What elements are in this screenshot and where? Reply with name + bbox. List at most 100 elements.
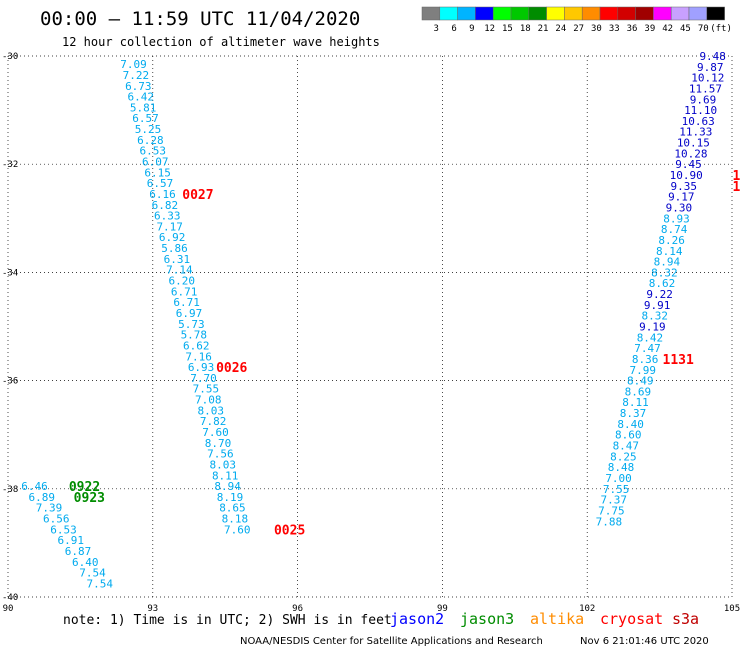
wave-height-value: 6.33 [154, 210, 181, 223]
wave-height-value: 11.10 [684, 104, 717, 117]
colorbar-label: 9 [469, 24, 474, 34]
wave-height-value: 5.78 [181, 329, 208, 342]
colorbar-swatch [688, 6, 708, 21]
wave-height-value: 7.54 [79, 567, 106, 580]
colorbar-label: 24 [555, 24, 566, 34]
footer-note: note: 1) Time is in UTC; 2) SWH is in fe… [63, 613, 392, 628]
colorbar-swatch [599, 6, 619, 21]
wave-height-value: 8.47 [613, 440, 640, 453]
wave-height-value: 7.55 [193, 383, 220, 396]
y-tick-label: -36 [2, 377, 18, 387]
colorbar-label: 42 [662, 24, 673, 34]
wave-height-value: 8.36 [632, 353, 659, 366]
colorbar-swatch [546, 6, 565, 21]
wave-height-value: 7.09 [120, 58, 147, 71]
time-label: 0026 [216, 361, 247, 376]
satellite-legend-jason2: jason2 [390, 610, 444, 628]
wave-height-value: 11.57 [689, 82, 722, 95]
wave-height-value: 6.56 [43, 513, 70, 526]
wave-height-value: 9.30 [666, 201, 693, 214]
x-tick-label: 102 [579, 604, 595, 614]
colorbar-label: 27 [573, 24, 584, 34]
wave-height-value: 8.42 [637, 331, 664, 344]
x-tick-label: 105 [724, 604, 740, 614]
wave-height-value: 6.71 [171, 285, 198, 298]
wave-height-value: 6.57 [147, 177, 174, 190]
wave-height-value: 8.32 [642, 310, 669, 323]
wave-height-value: 6.87 [65, 545, 92, 558]
wave-height-value: 9.48 [699, 50, 726, 63]
x-tick-label: 96 [292, 604, 303, 614]
wave-height-value: 6.89 [29, 491, 56, 504]
wave-height-value: 6.16 [149, 188, 176, 201]
wave-height-value: 7.99 [629, 364, 656, 377]
wave-height-value: 8.49 [627, 375, 654, 388]
colorbar-label: 36 [627, 24, 638, 34]
wave-height-value: 8.69 [625, 385, 652, 398]
wave-height-value: 9.19 [639, 321, 666, 334]
wave-height-value: 6.53 [50, 523, 77, 536]
time-label: 0025 [274, 523, 305, 538]
wave-height-value: 5.86 [161, 242, 188, 255]
satellite-legend: jason2 jason3 altika cryosat s3a [390, 610, 699, 628]
wave-height-value: 6.71 [173, 296, 200, 309]
y-tick-label: -32 [2, 160, 18, 170]
wave-height-value: 8.62 [649, 277, 676, 290]
wave-height-value: 7.16 [185, 350, 212, 363]
plot-area: 90 93 96 99 102 105 -30 -32 -34 -36 -38 -40 7.097.22… [2, 50, 740, 614]
colorbar-label: 3 [434, 24, 439, 34]
wave-height-value: 8.19 [217, 491, 244, 504]
colorbar-label: 18 [520, 24, 531, 34]
wave-height-value: 9.35 [670, 180, 697, 193]
time-label: 0027 [182, 188, 213, 203]
wave-height-value: 8.40 [617, 418, 644, 431]
satellite-legend-cryosat: cryosat [600, 610, 663, 628]
wave-height-value: 6.57 [132, 112, 159, 125]
wave-height-value: 7.70 [190, 372, 217, 385]
colorbar-swatch [528, 6, 547, 21]
wave-height-value: 11.33 [679, 126, 712, 139]
wave-height-value: 8.18 [222, 513, 249, 526]
wave-height-value: 6.20 [169, 275, 196, 288]
y-tick-label: -38 [2, 485, 18, 495]
wave-height-value: 7.55 [603, 483, 630, 496]
wave-height-value: 5.73 [178, 318, 205, 331]
wave-height-value: 7.00 [605, 472, 632, 485]
wave-height-value: 10.63 [682, 115, 715, 128]
wave-height-value: 9.45 [675, 158, 702, 171]
wave-height-value: 6.62 [183, 339, 210, 352]
wave-height-value: 7.54 [86, 577, 113, 590]
wave-height-value: 8.94 [214, 480, 241, 493]
wave-height-value: 7.17 [156, 220, 183, 233]
wave-height-value: 8.93 [663, 212, 690, 225]
wave-height-value: 6.53 [140, 145, 167, 158]
wave-height-value: 10.15 [677, 137, 710, 150]
wave-height-value: 9.87 [697, 61, 724, 74]
colorbar-swatch [635, 6, 654, 21]
wave-height-value: 7.47 [634, 342, 661, 355]
colorbar-label: 15 [502, 24, 513, 34]
satellite-legend-s3a: s3a [672, 610, 699, 628]
y-tick-label: -30 [2, 52, 18, 62]
satellite-legend-jason3: jason3 [460, 610, 514, 628]
colorbar-label: 39 [644, 24, 655, 34]
x-tick-label: 90 [3, 604, 14, 614]
colorbar-label: 6 [451, 24, 456, 34]
satellite-legend-altika: altika [530, 610, 584, 628]
time-label: 113 [733, 180, 740, 195]
wave-height-value: 6.42 [127, 91, 154, 104]
wave-height-value: 7.22 [123, 69, 150, 82]
colorbar-swatch [439, 6, 458, 21]
wave-height-value: 6.07 [142, 155, 169, 168]
wave-height-value: 7.56 [207, 448, 234, 461]
wave-height-value: 8.11 [212, 469, 239, 482]
wave-height-value: 8.11 [622, 396, 649, 409]
wave-height-value: 10.90 [670, 169, 703, 182]
wave-height-value: 8.03 [210, 458, 237, 471]
wave-height-value: 8.48 [608, 461, 635, 474]
wave-height-value: 7.39 [36, 502, 63, 515]
time-label: 112 [733, 169, 740, 184]
wave-height-value: 6.15 [144, 166, 171, 179]
credit-text: NOAA/NESDIS Center for Satellite Applica… [240, 636, 543, 647]
